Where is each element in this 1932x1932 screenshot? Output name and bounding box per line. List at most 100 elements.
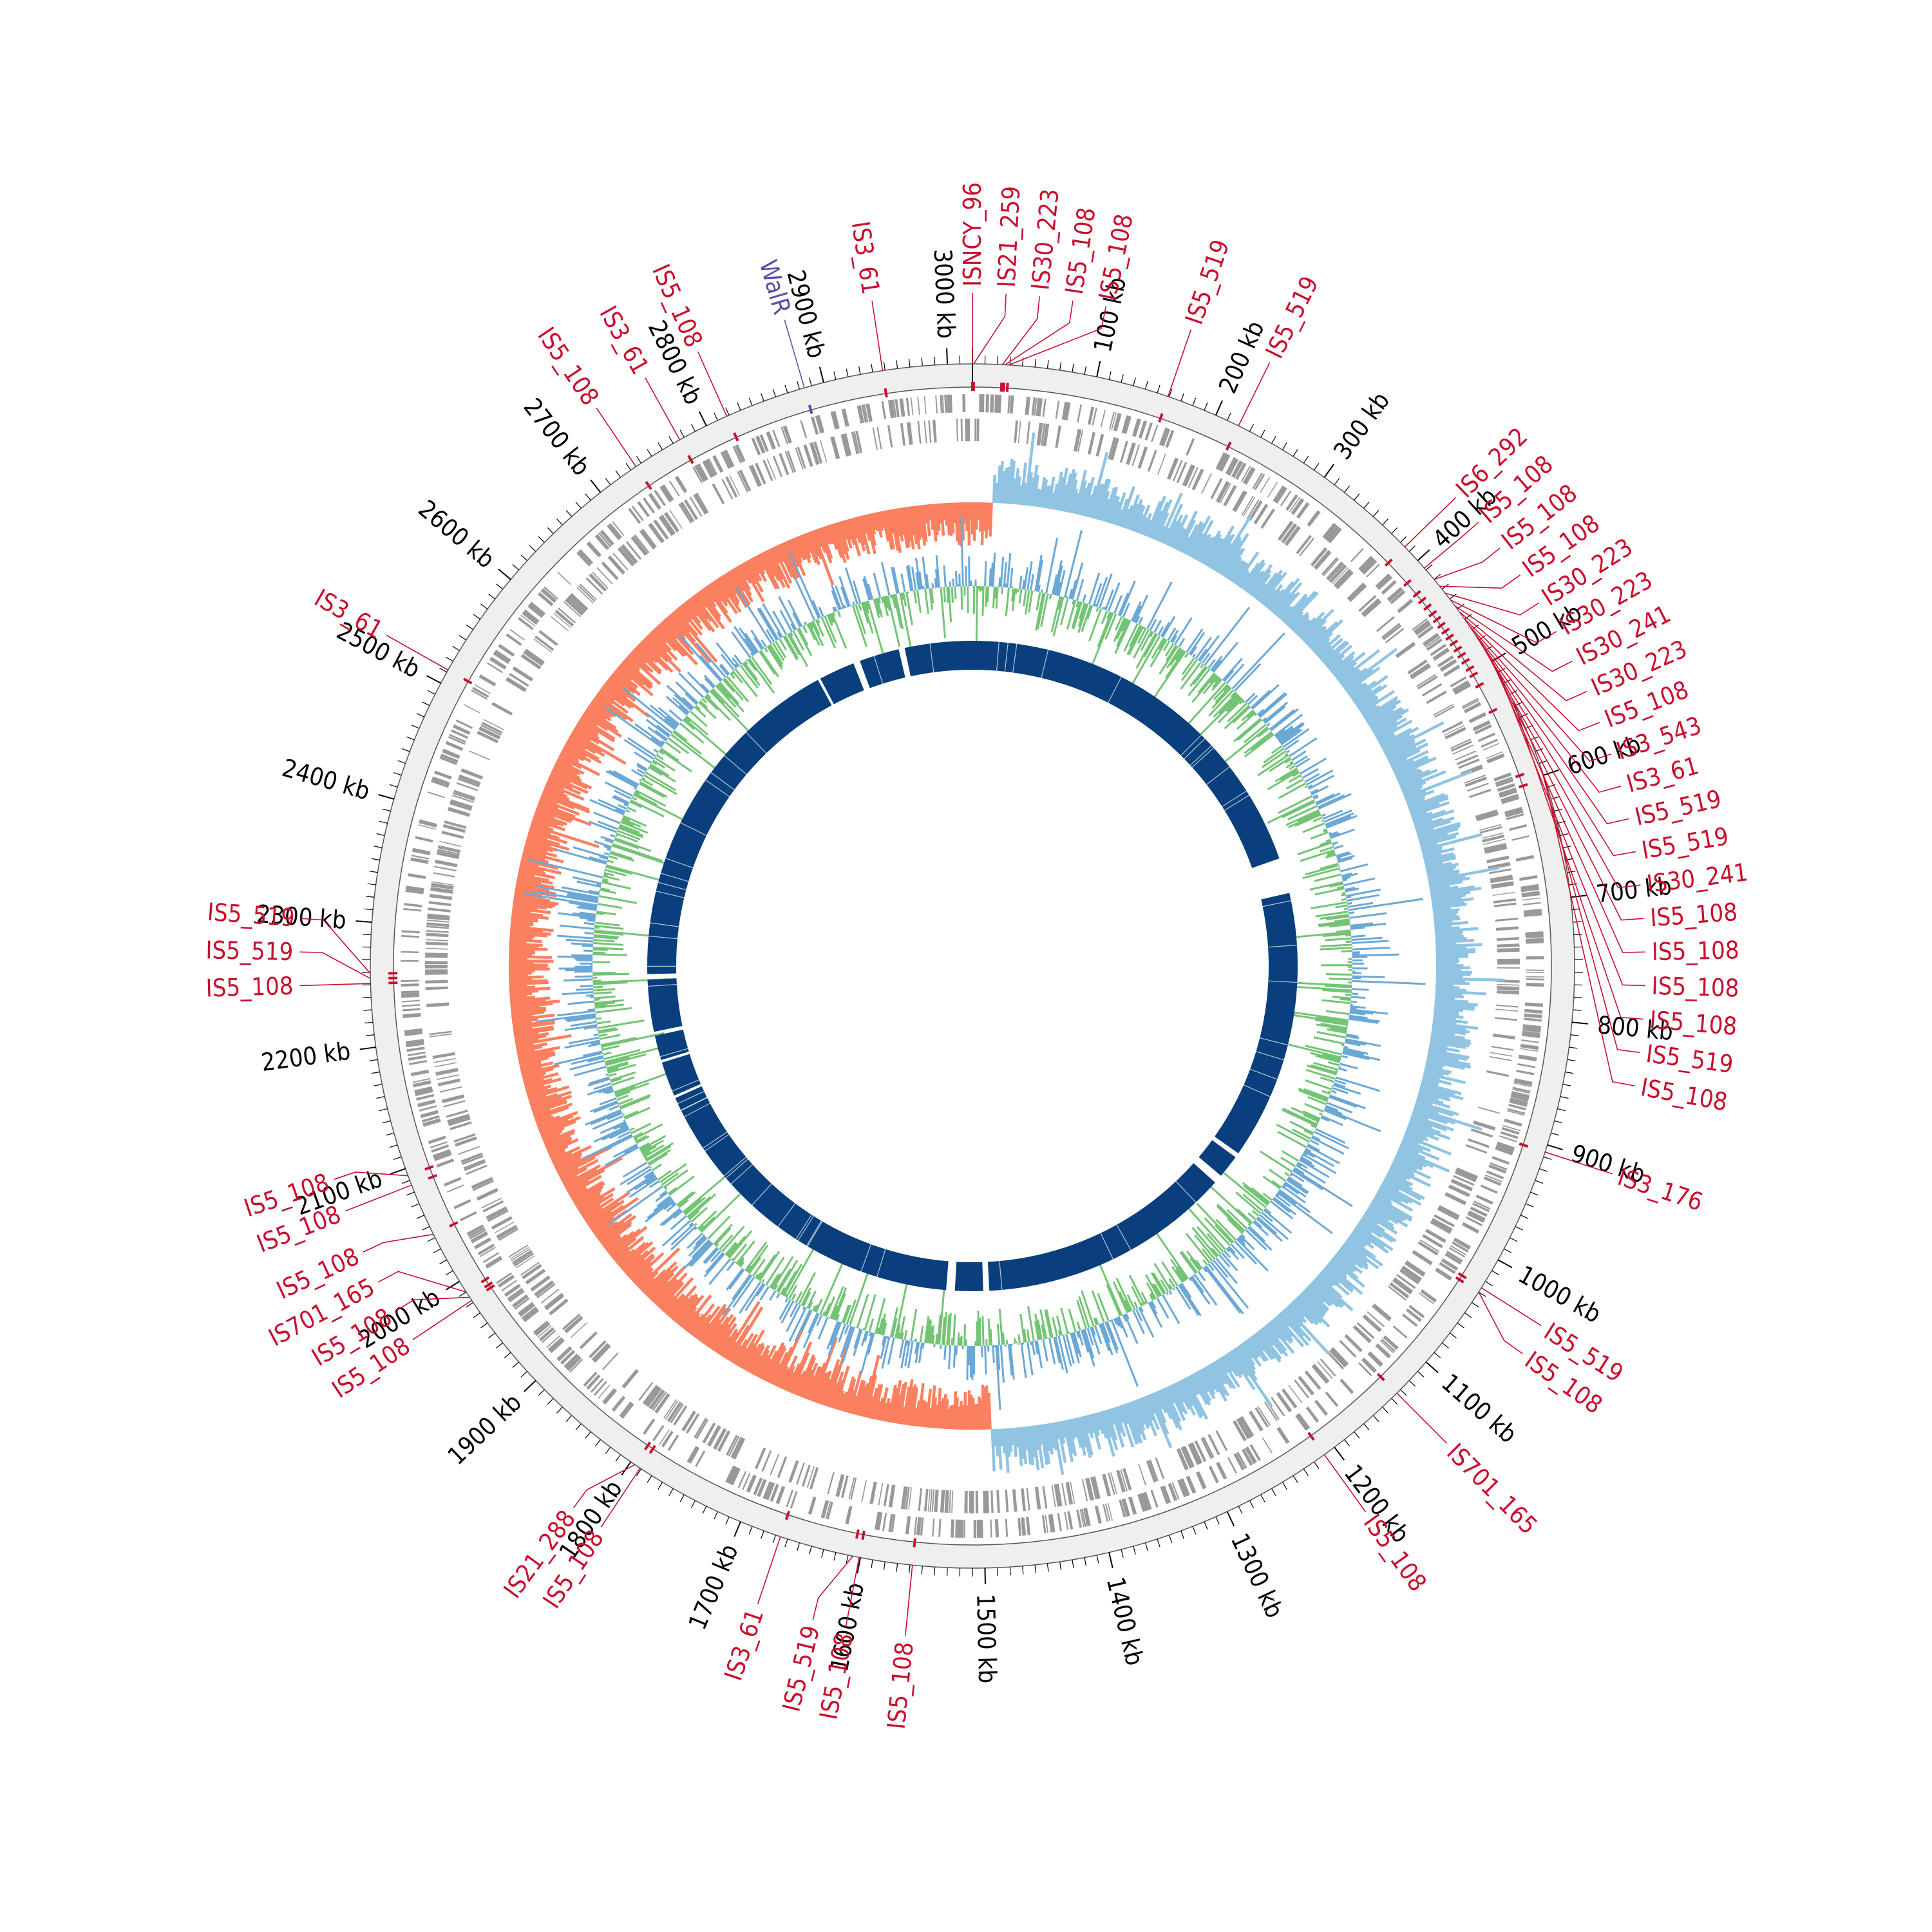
gc-content-bar — [679, 634, 722, 682]
gc-skew-bar — [519, 1060, 542, 1068]
gc-skew-bar — [1387, 1171, 1414, 1186]
cds-block — [1397, 598, 1414, 614]
gc-skew-bar — [752, 1345, 770, 1376]
gc-content-bar — [1315, 1128, 1346, 1144]
cds-block — [788, 1460, 799, 1483]
gc-skew-bar — [535, 1114, 552, 1123]
gc-content-bar — [885, 596, 891, 611]
cds-block — [761, 1450, 772, 1472]
gc-content-bar — [688, 1236, 708, 1257]
gc-content-bar — [831, 1305, 838, 1320]
gc-content-bar — [777, 1260, 799, 1293]
gc-content-bar — [1140, 630, 1153, 651]
gc-skew-bar — [1366, 1208, 1394, 1227]
gc-skew-bar — [1435, 933, 1462, 938]
gc-skew-bar — [694, 592, 707, 609]
minor-tick — [1497, 667, 1506, 673]
cds-block — [976, 1519, 981, 1538]
gc-content-bar — [677, 1191, 696, 1208]
gc-content-bar — [593, 939, 615, 943]
cds-block — [430, 887, 453, 892]
gc-skew-bar — [908, 506, 915, 536]
gc-content-bar — [1023, 1329, 1027, 1343]
gc-skew-bar — [1211, 533, 1235, 571]
gc-content-bar — [609, 850, 633, 860]
gc-content-bar — [1149, 618, 1157, 631]
gc-content-bar — [1288, 812, 1321, 828]
gc-skew-bar — [1434, 920, 1452, 925]
cds-block — [1444, 726, 1466, 740]
gc-skew-bar — [981, 1385, 985, 1430]
is-element-mark — [1377, 1373, 1385, 1381]
gc-content-bar — [1338, 1067, 1347, 1072]
gc-skew-bar — [547, 1138, 579, 1154]
cds-block — [1219, 454, 1231, 472]
cds-block — [1188, 1443, 1201, 1466]
cds-block — [958, 1519, 961, 1538]
cds-block — [429, 1030, 452, 1036]
gc-content-bar — [636, 1135, 650, 1144]
gc-content-bar — [582, 944, 593, 947]
gc-content-bar — [846, 1299, 857, 1325]
tick-label: 1100 kb — [1436, 1368, 1522, 1449]
gc-content-bar — [586, 994, 594, 997]
cds-block — [1453, 1175, 1475, 1186]
gc-content-bar — [594, 925, 624, 930]
cds-block — [546, 1335, 561, 1349]
cds-block — [702, 460, 713, 478]
gc-content-bar — [1300, 1157, 1315, 1168]
gc-skew-bar — [1256, 1331, 1282, 1363]
gc-skew-bar — [1281, 593, 1308, 623]
gc-content-bar — [1338, 1066, 1341, 1068]
gc-skew-bar — [1327, 1262, 1348, 1279]
gc-skew-bar — [1122, 505, 1134, 529]
gc-content-bar — [1100, 1323, 1113, 1356]
gc-content-bar — [1225, 696, 1241, 712]
gc-content-bar — [1068, 1331, 1070, 1334]
cds-block — [781, 426, 789, 444]
gc-skew-bar — [511, 1013, 555, 1022]
gc-skew-bar — [1135, 1399, 1150, 1430]
cds-block — [1233, 1452, 1245, 1471]
gc-skew-bar — [762, 1342, 785, 1381]
gc-content-bar — [643, 774, 677, 795]
gc-content-bar — [1298, 1088, 1329, 1101]
cds-block — [1274, 486, 1287, 504]
gc-content-bar — [589, 889, 600, 895]
gc-skew-bar — [656, 1272, 688, 1307]
synteny-block — [647, 978, 683, 1032]
gc-content-bar — [1348, 898, 1424, 911]
gc-content-bar — [1236, 1208, 1253, 1224]
gc-content-bar — [1288, 774, 1302, 783]
minor-tick — [1034, 359, 1037, 368]
cds-block — [759, 434, 769, 452]
gc-skew-bar — [1435, 989, 1486, 996]
cds-block — [1434, 705, 1455, 718]
gc-content-bar — [1044, 1309, 1052, 1338]
cds-block — [853, 431, 860, 454]
gc-skew-bar — [660, 621, 678, 640]
gc-skew-bar — [858, 516, 871, 554]
gc-content-bar — [557, 955, 593, 958]
cds-block — [506, 677, 527, 690]
gc-skew-bar — [1429, 884, 1451, 891]
cds-block — [1524, 1009, 1543, 1014]
gc-content-bar — [757, 1254, 777, 1281]
gc-skew-bar — [654, 1279, 679, 1305]
gc-skew-bar — [1368, 709, 1395, 727]
cds-block — [1132, 444, 1141, 467]
gc-content-bar — [732, 1244, 748, 1262]
gc-skew-bar — [1210, 1362, 1226, 1385]
gc-skew-bar — [1294, 1298, 1320, 1324]
cds-block — [544, 1293, 564, 1309]
gc-skew-bar — [563, 1164, 601, 1187]
gc-skew-bar — [631, 1252, 665, 1283]
gc-content-bar — [798, 627, 809, 646]
gc-skew-bar — [1147, 495, 1167, 538]
gc-skew-bar — [1278, 1312, 1310, 1347]
gc-skew-bar — [1349, 683, 1368, 699]
gc-skew-bar — [724, 1341, 738, 1359]
gc-content-bar — [881, 1335, 886, 1346]
cds-block — [1402, 1265, 1423, 1281]
gc-content-bar — [1223, 1250, 1231, 1258]
